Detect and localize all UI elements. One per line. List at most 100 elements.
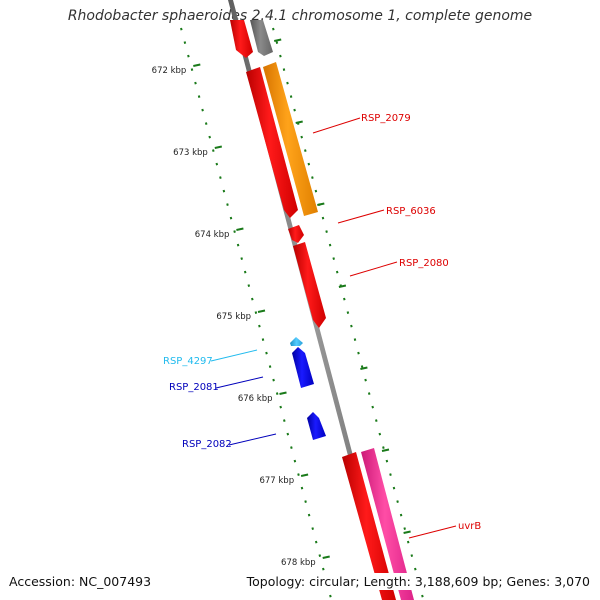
gene-feature-rsp-2082[interactable] [307,412,326,440]
tick-dot [208,135,211,139]
tick-dot [254,311,258,314]
tick-dot [290,446,293,449]
tick-dot [311,527,314,530]
gene-label-rsp-6036[interactable]: RSP_6036 [386,206,436,217]
tick-dot [321,216,325,220]
gene-label-rsp-2082[interactable]: RSP_2082 [182,439,232,450]
ruler-ticks: 672 kbp 673 kbp 674 kbp 675 kbp 676 kbp 677 k… [152,38,411,568]
tick-dot [251,297,254,301]
tick-track-outer [272,27,424,598]
major-tick [300,473,309,477]
tick-dot [283,419,286,422]
gene-feature-rsp-2080[interactable] [293,242,326,328]
outer-major-tick [403,530,411,534]
gene-feature-rsp-2081[interactable] [292,347,314,388]
tick-dot [322,567,325,571]
tick-label: 678 kbp [281,558,316,568]
tick-dot [304,149,307,152]
tick-dot [385,459,389,463]
gene-label-uvrb[interactable]: uvrB [458,521,481,532]
tick-dot [304,500,307,503]
tick-dot [396,500,399,503]
outer-major-tick [273,38,282,42]
tick-dot [275,41,279,44]
tick-dot [325,230,328,233]
tick-dot [286,432,290,436]
tick-dot [406,540,410,544]
tick-dot [382,446,385,449]
tick-dot [180,27,183,31]
gene-label-rsp-2080[interactable]: RSP_2080 [399,258,449,269]
tick-dot [367,392,371,395]
gene-feature-pink-bottom[interactable] [361,448,414,600]
tick-dot [392,486,396,490]
gene-feature-rsp-6036[interactable] [288,225,304,243]
tick-dot [329,594,332,598]
tick-dot [204,122,208,125]
tick-dot [346,311,350,314]
tick-dot [293,108,296,112]
tick-dot [265,351,268,355]
tick-dot [375,419,378,422]
accession-text: Accession: NC_007493 [7,573,154,590]
tick-dot [219,176,222,179]
tick-tracks [180,27,424,598]
tick-dot [289,95,293,98]
tick-dot [300,135,303,139]
tick-dot [314,540,318,544]
major-tick [257,309,266,313]
tick-dot [247,284,251,287]
tick-dot [307,162,311,166]
gene-feature-red-top[interactable] [230,20,253,58]
tick-dot [353,338,357,341]
tick-dot [275,392,279,395]
tick-dot [282,68,286,71]
tick-label: 673 kbp [173,148,208,158]
tick-label: 676 kbp [238,394,273,404]
tick-dot [187,54,190,58]
major-tick [214,145,223,149]
gene-label-rsp-2079[interactable]: RSP_2079 [361,113,411,124]
tick-dot [286,81,289,85]
tick-dot [328,243,332,247]
tick-dot [201,108,204,112]
gene-label-rsp-4297[interactable]: RSP_4297 [163,356,213,367]
tick-dot [272,27,275,31]
gene-feature-rsp-4297[interactable] [290,337,303,346]
genome-summary-text: Topology: circular; Length: 3,188,609 bp… [244,573,592,590]
gene-features [230,20,414,600]
gene-feature-red-left[interactable] [246,67,298,218]
tick-dot [258,324,261,328]
tick-dot [272,378,275,382]
gene-feature-rsp-2079[interactable] [263,62,318,216]
tick-dot [371,405,374,409]
tick-label: 675 kbp [216,312,251,322]
tick-dot [279,405,282,409]
tick-dot [268,365,272,368]
outer-major-tick [317,202,325,206]
tick-dot [314,189,318,193]
tick-dot [183,41,187,44]
gene-feature-gray-top[interactable] [250,20,273,56]
major-tick [236,227,244,231]
tick-dot [360,365,364,368]
tick-dot [389,473,392,476]
tick-dot [311,176,314,179]
major-tick [322,555,330,559]
tick-dot [229,216,233,220]
major-tick [193,63,201,67]
tick-dot [197,95,201,98]
tick-dot [300,486,304,490]
tick-dot [261,338,265,341]
map-title: Rhodobacter sphaeroides 2.4.1 chromosome… [67,8,533,24]
tick-dot [357,351,360,355]
tick-dot [297,473,300,476]
gene-label-rsp-2081[interactable]: RSP_2081 [169,382,219,393]
tick-dot [212,149,215,152]
gene-feature-uvrb[interactable] [342,452,396,600]
major-tick [279,391,287,395]
tick-dot [421,594,424,598]
tick-dot [236,243,240,247]
